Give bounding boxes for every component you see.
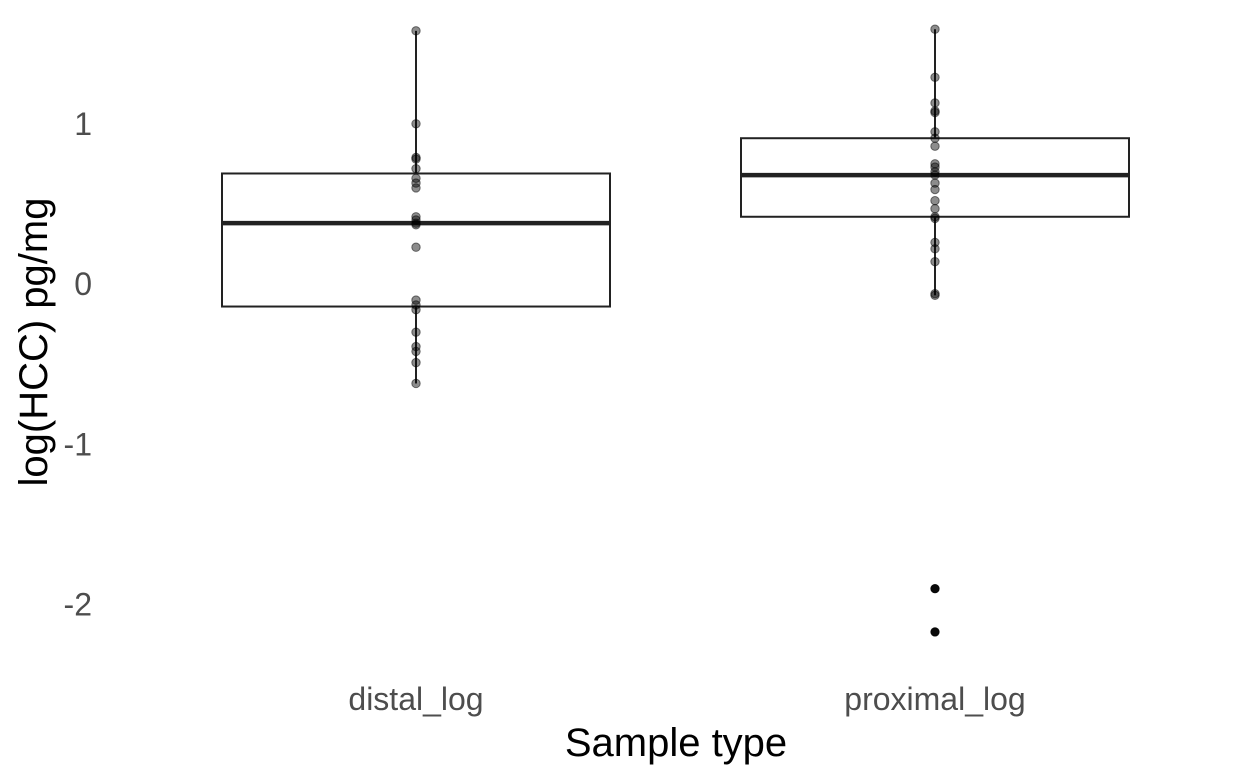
data-point xyxy=(930,72,940,83)
data-point xyxy=(930,141,940,151)
x-axis-ticks: distal_log proximal_log xyxy=(348,681,1025,717)
data-point xyxy=(411,378,421,389)
x-tick-label: distal_log xyxy=(348,681,483,717)
data-point xyxy=(930,133,940,143)
data-point xyxy=(930,290,940,301)
data-point xyxy=(930,170,940,180)
data-point xyxy=(930,196,940,206)
data-point xyxy=(411,327,421,337)
x-tick-label: proximal_log xyxy=(844,681,1025,717)
data-point xyxy=(411,300,421,310)
data-point xyxy=(411,305,421,315)
data-point xyxy=(411,220,421,230)
box-group xyxy=(221,29,1130,637)
data-point xyxy=(411,26,421,36)
data-point xyxy=(930,167,940,177)
x-axis-title: Sample type xyxy=(565,721,787,765)
outlier-point xyxy=(930,584,940,594)
data-point xyxy=(930,127,940,137)
data-point xyxy=(411,173,421,183)
data-point xyxy=(411,178,421,188)
data-point xyxy=(411,183,421,193)
data-point xyxy=(411,119,421,129)
data-point xyxy=(930,178,940,188)
data-point xyxy=(930,237,940,248)
data-points xyxy=(411,24,940,637)
data-point xyxy=(411,357,421,368)
data-point xyxy=(411,163,421,174)
y-tick-label: -1 xyxy=(64,426,92,462)
data-point xyxy=(411,242,421,252)
data-point xyxy=(930,107,940,118)
data-point xyxy=(930,204,940,214)
y-tick-label: 1 xyxy=(74,106,92,142)
data-point xyxy=(411,341,421,352)
data-point xyxy=(411,215,421,225)
outlier-point xyxy=(930,627,940,637)
y-tick-label: -2 xyxy=(64,587,92,623)
data-point xyxy=(930,213,940,224)
data-point xyxy=(930,627,940,637)
data-point xyxy=(930,98,940,108)
data-point xyxy=(930,24,940,34)
y-axis-title: log(HCC) pg/mg xyxy=(12,198,56,487)
data-point xyxy=(930,256,940,267)
y-axis-ticks: -2 -1 0 1 xyxy=(64,106,92,623)
y-tick-label: 0 xyxy=(74,266,92,302)
box-body xyxy=(221,172,611,308)
data-point xyxy=(411,295,421,305)
data-point xyxy=(930,583,940,594)
data-point xyxy=(930,184,940,195)
data-point xyxy=(411,346,421,357)
box-body xyxy=(740,137,1130,218)
data-point xyxy=(930,244,940,254)
data-point xyxy=(411,154,421,164)
